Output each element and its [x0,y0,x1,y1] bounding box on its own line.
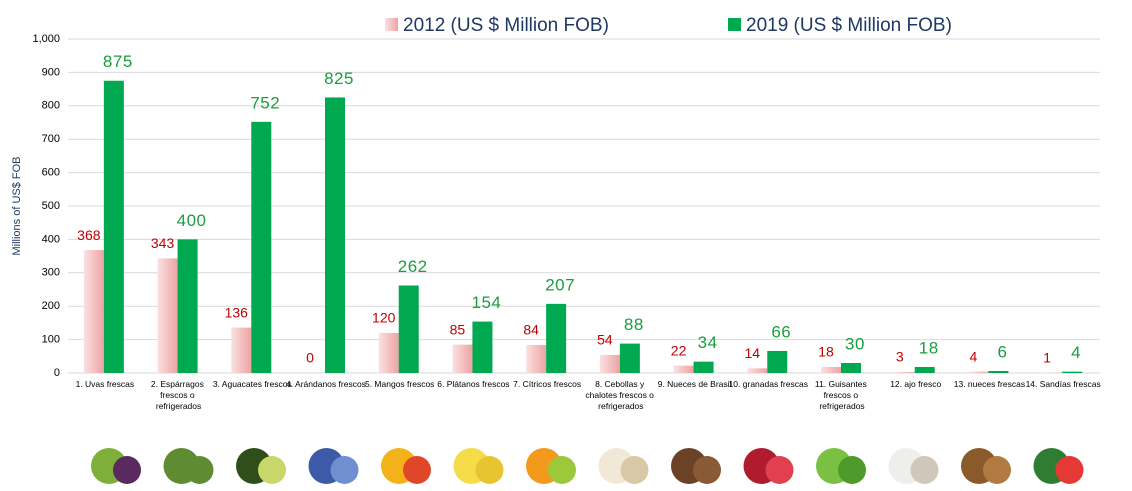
data-label: 22 [671,342,687,358]
produce-icon [403,456,431,484]
y-tick-label: 500 [42,200,60,212]
y-tick-label: 0 [54,367,60,379]
bar [546,304,566,373]
data-label: 18 [919,338,939,357]
x-tick-label: 12. ajo fresco [890,379,941,389]
y-tick-label: 300 [42,267,60,279]
bar [747,368,767,373]
data-label: 875 [103,52,133,71]
bar [158,258,178,373]
y-tick-label: 800 [42,100,60,112]
bar [620,344,640,373]
data-label: 400 [177,211,207,230]
data-label: 4 [1071,343,1081,362]
data-label: 34 [698,333,718,352]
legend-label: 2012 (US $ Million FOB) [403,15,609,36]
x-tick-label: 2. Espárragos frescos o refrigerados [151,379,206,411]
y-tick-label: 1,000 [32,33,60,45]
y-tick-label: 200 [42,300,60,312]
bar [600,355,620,373]
data-label: 154 [471,293,501,312]
data-label: 120 [372,310,396,326]
bar [452,345,472,373]
data-label: 30 [845,334,865,353]
y-tick-label: 700 [42,133,60,145]
bar [988,371,1008,373]
produce-icon [911,456,939,484]
produce-icon [693,456,721,484]
produce-icon [476,456,504,484]
data-label: 752 [250,93,280,112]
produce-icon [621,456,649,484]
produce-icon [113,456,141,484]
bar [694,362,714,373]
data-label: 0 [306,350,314,366]
bar [841,363,861,373]
bar [915,367,935,373]
bar [1062,372,1082,373]
bar [399,285,419,373]
chart: Millions of US$ FOB 01002003004005006007… [0,0,1132,491]
produce-icon [983,456,1011,484]
bar [104,81,124,373]
x-tick-label: 4. Arándanos frescos [286,379,366,389]
bar [231,328,251,373]
produce-icon [258,456,286,484]
x-tick-label: 1. Uvas frescas [76,379,135,389]
data-label: 1 [1043,349,1051,365]
x-tick-label: 3. Aguacates frescos [213,379,292,389]
produce-icon [766,456,794,484]
data-label: 66 [771,322,791,341]
data-label: 3 [896,349,904,365]
data-label: 88 [624,315,644,334]
y-tick-label: 900 [42,66,60,78]
produce-icon [838,456,866,484]
x-tick-label: 13. nueces frescas [954,379,1025,389]
produce-icon [548,456,576,484]
bar [968,372,988,373]
x-tick-label: 5. Mangos frescos [365,379,434,389]
data-label: 14 [744,345,760,361]
x-tick-label: 9. Nueces de Brasil [658,379,732,389]
bar [674,366,694,373]
data-label: 343 [151,235,175,251]
bar [821,367,841,373]
produce-icon [331,456,359,484]
legend-swatch [385,18,398,31]
legend-swatch [728,18,741,31]
bar [895,372,915,373]
x-tick-label: 6. Plátanos frescos [437,379,509,389]
produce-icon [1056,456,1084,484]
data-label: 18 [818,344,834,360]
data-label: 54 [597,332,613,348]
y-tick-label: 400 [42,233,60,245]
data-label: 207 [545,275,575,294]
x-tick-label: 8. Cebollas y chalotes frescos o refrige… [585,379,656,411]
data-label: 4 [970,348,978,364]
x-tick-label: 7. Cítricos frescos [513,379,581,389]
x-tick-label: 14. Sandías frescas [1026,379,1101,389]
bar [767,351,787,373]
y-tick-label: 600 [42,167,60,179]
y-tick-label: 100 [42,334,60,346]
data-label: 825 [324,69,354,88]
data-label: 368 [77,227,101,243]
y-axis-label: Millions of US$ FOB [11,156,23,255]
data-label: 136 [225,304,249,320]
data-label: 6 [997,342,1007,361]
data-label: 84 [523,322,539,338]
bar [178,239,198,373]
produce-icon [186,456,214,484]
x-tick-label: 11. Guisantes frescos o refrigerados [815,379,869,411]
x-tick-label: 10. granadas frescas [729,379,808,389]
legend-label: 2019 (US $ Million FOB) [746,15,952,36]
data-label: 262 [398,257,428,276]
bar [526,345,546,373]
bar [325,97,345,373]
bar [251,122,271,373]
data-label: 85 [450,321,466,337]
bar [472,322,492,373]
bar [84,250,104,373]
bar [379,333,399,373]
